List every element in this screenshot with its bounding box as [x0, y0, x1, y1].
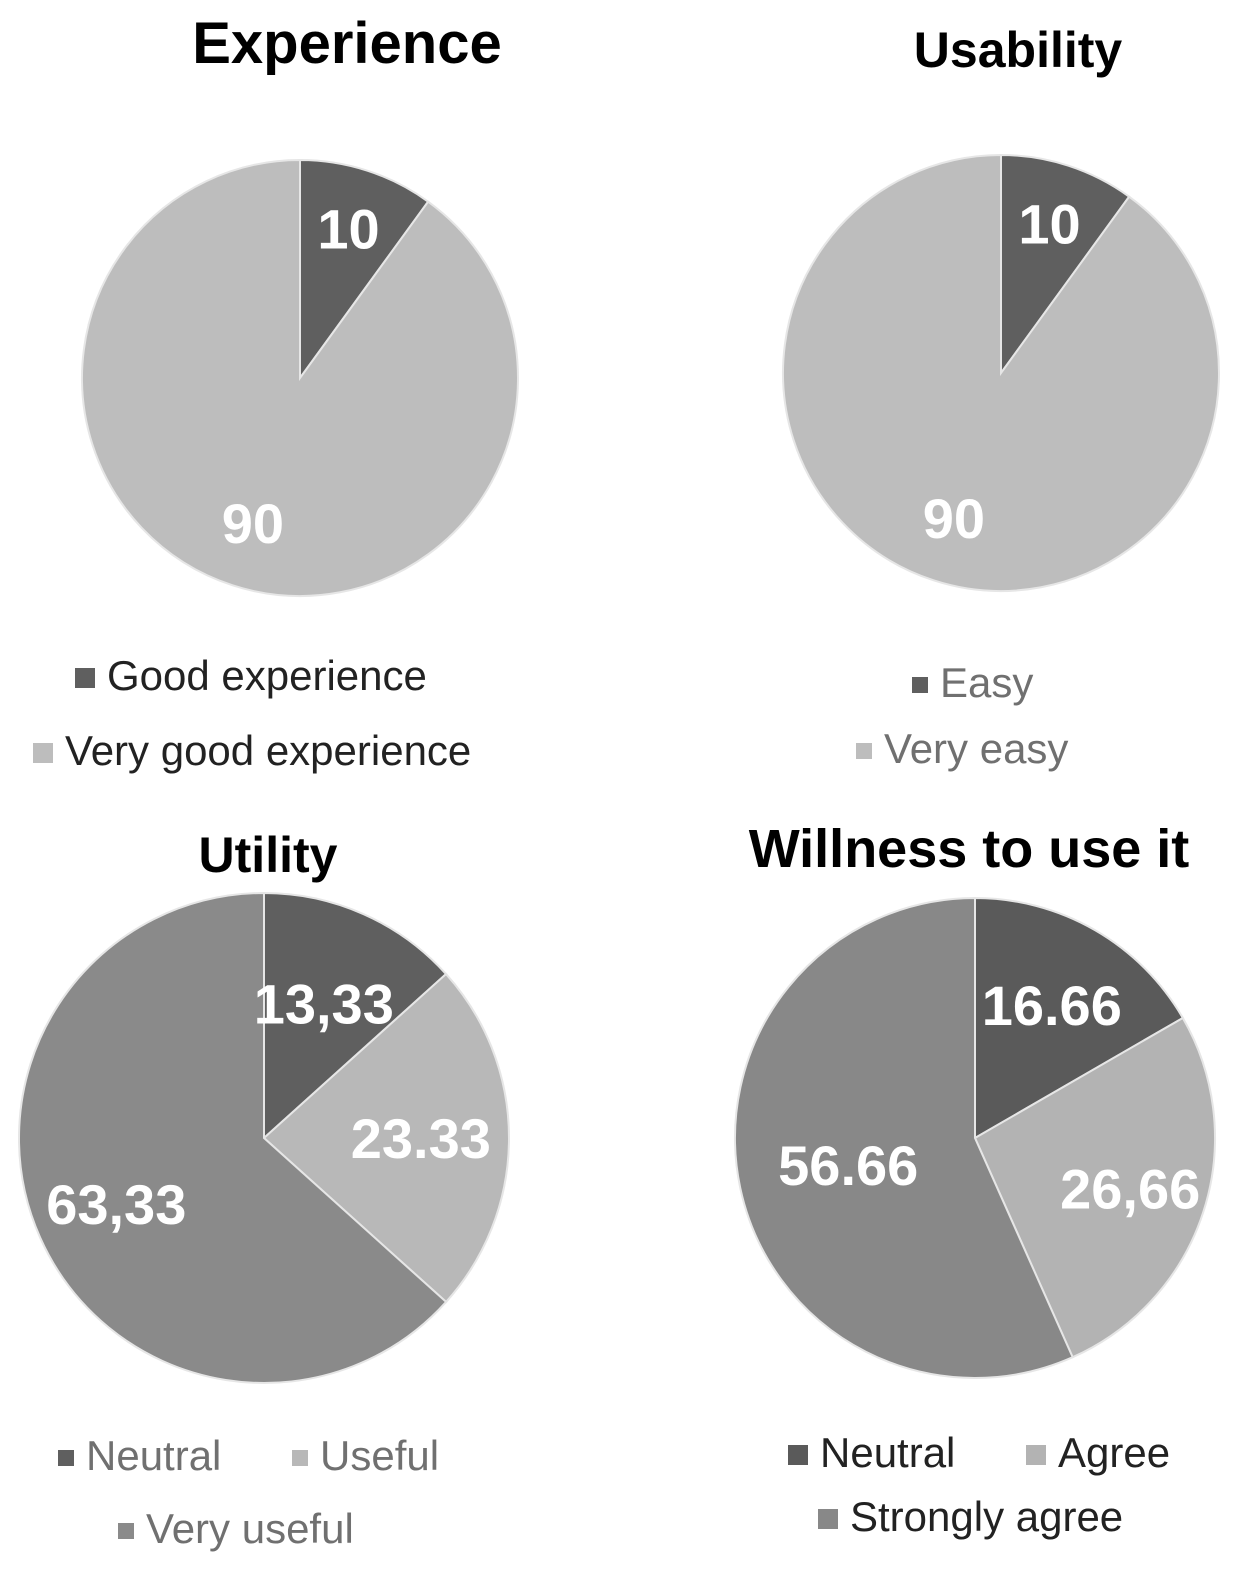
- legend-item-good-experience: Good experience: [75, 652, 427, 699]
- legend-swatch: [33, 743, 53, 763]
- legend-swatch: [118, 1523, 134, 1539]
- pie-slice-very-useful: [18, 891, 448, 1384]
- legend-label: Very easy: [884, 725, 1068, 772]
- legend-label: Neutral: [820, 1429, 955, 1476]
- legend-swatch: [1026, 1445, 1046, 1465]
- legend-item-very-easy: Very easy: [856, 725, 1068, 772]
- legend-swatch: [788, 1445, 808, 1465]
- legend-swatch: [58, 1450, 74, 1466]
- pie-slice-strongly-agree: [734, 896, 1075, 1379]
- legend-swatch: [912, 677, 928, 693]
- data-label-very-useful: 63,33: [46, 1173, 186, 1236]
- legend-swatch: [856, 743, 872, 759]
- data-label-agree: 26,66: [1060, 1157, 1200, 1220]
- pie-chart-willness-to-use-it: Willness to use it 16.66 26,66 56.66 Neutral…: [734, 819, 1216, 1540]
- data-label-strongly-agree: 56.66: [778, 1134, 918, 1197]
- legend-item-neutral: Neutral: [788, 1429, 955, 1476]
- data-label-very-easy: 90: [923, 487, 985, 550]
- pie-slice-good-experience: [299, 158, 430, 382]
- pie-slice-very-easy: [782, 153, 1220, 592]
- legend-swatch: [292, 1450, 308, 1466]
- legend-swatch: [75, 668, 95, 688]
- legend-item-neutral: Neutral: [58, 1432, 221, 1479]
- legend-label: Very good experience: [65, 727, 471, 774]
- chart-title: Willness to use it: [749, 819, 1190, 879]
- data-label-easy: 10: [1018, 193, 1080, 256]
- pie-chart-experience: Experience 10 90 Good experience Very good e…: [33, 11, 519, 774]
- chart-title: Utility: [199, 827, 338, 883]
- legend-label: Very useful: [146, 1505, 354, 1552]
- legend-label: Useful: [320, 1432, 439, 1479]
- legend-swatch: [818, 1509, 838, 1529]
- legend-item-easy: Easy: [912, 659, 1033, 706]
- pie-slice-neutral: [974, 896, 1185, 1140]
- data-label-neutral: 16.66: [982, 974, 1122, 1037]
- legend-label: Neutral: [86, 1432, 221, 1479]
- pie-chart-usability: Usability 10 90 Easy Very easy: [782, 22, 1220, 772]
- legend-item-useful: Useful: [292, 1432, 439, 1479]
- legend-label: Easy: [940, 659, 1033, 706]
- pie-chart-utility: Utility 13,33 23.33 63,33 Neutral Useful Very …: [18, 827, 510, 1552]
- legend-item-strongly-agree: Strongly agree: [818, 1493, 1123, 1540]
- chart-title: Usability: [914, 22, 1123, 78]
- legend-item-very-useful: Very useful: [118, 1505, 354, 1552]
- data-label-very-good-experience: 90: [222, 492, 284, 555]
- legend-label: Agree: [1058, 1429, 1170, 1476]
- data-label-useful: 23.33: [351, 1107, 491, 1170]
- pie-slice-easy: [1000, 153, 1131, 377]
- legend-label: Good experience: [107, 652, 427, 699]
- pie-slice-neutral: [263, 891, 448, 1141]
- data-label-neutral: 13,33: [254, 973, 394, 1036]
- pie-slice-useful: [262, 972, 510, 1304]
- legend-item-very-good-experience: Very good experience: [33, 727, 471, 774]
- pie-slice-very-good-experience: [81, 158, 519, 597]
- legend-item-agree: Agree: [1026, 1429, 1170, 1476]
- legend-label: Strongly agree: [850, 1493, 1123, 1540]
- chart-title: Experience: [192, 11, 502, 76]
- data-label-good-experience: 10: [317, 198, 379, 261]
